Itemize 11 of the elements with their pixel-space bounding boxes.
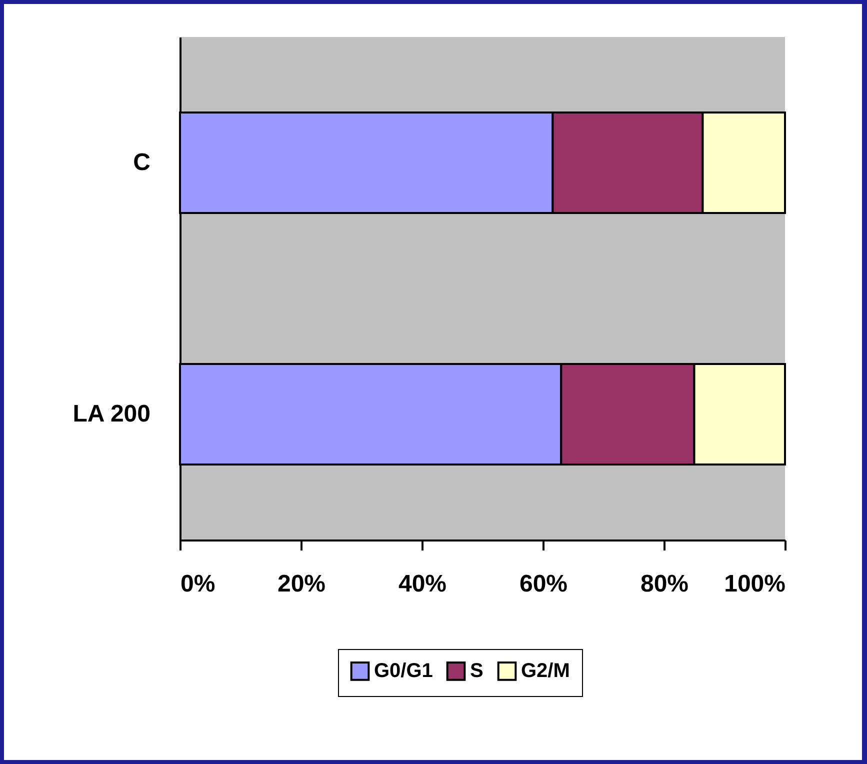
y-tick-label: C (133, 148, 150, 176)
x-tick-label: 0% (180, 570, 216, 598)
y-tick-label: LA 200 (72, 400, 150, 428)
x-tick-label: 60% (519, 570, 568, 598)
x-tick-label: 100% (724, 570, 786, 598)
legend-label: S (470, 660, 484, 682)
x-tick-label: 80% (640, 570, 689, 598)
legend-label: G2/M (521, 660, 570, 682)
x-tick-label: 20% (277, 570, 326, 598)
legend-label: G0/G1 (374, 660, 433, 682)
x-tick-label: 40% (398, 570, 447, 598)
